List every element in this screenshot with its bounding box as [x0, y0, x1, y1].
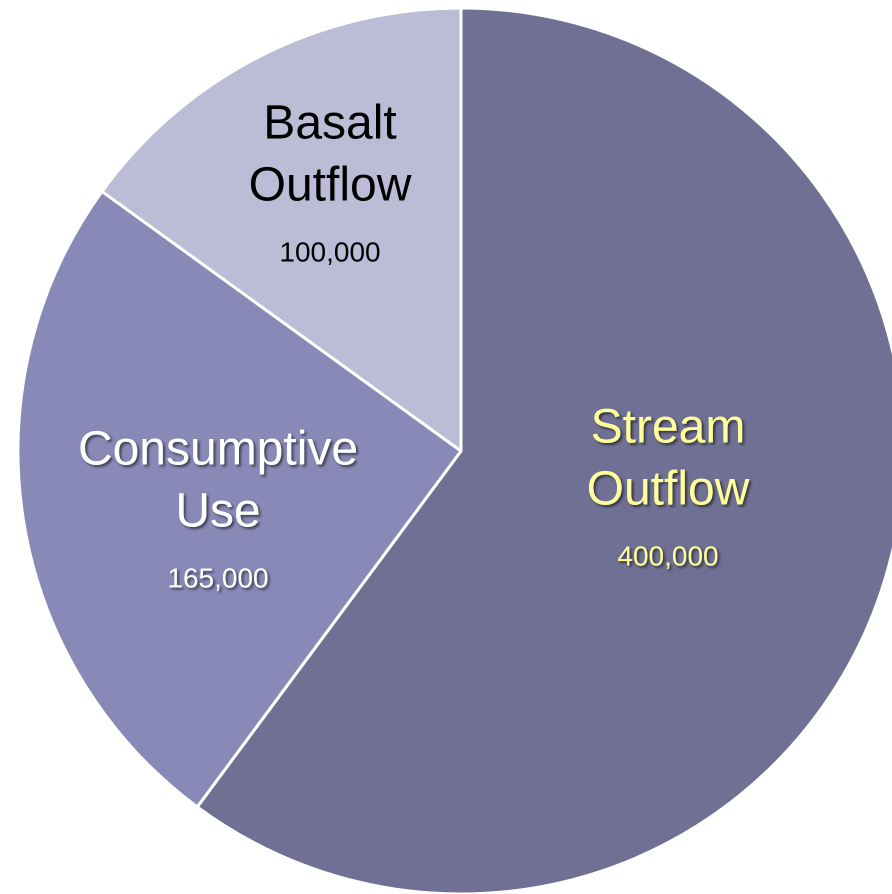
slice-name-basalt-outflow-line-1: Basalt — [263, 97, 396, 150]
slice-label-stream-outflow: Stream Outflow 400,000 — [587, 401, 750, 572]
slice-name-stream-outflow-line-1: Stream — [591, 401, 746, 454]
slice-name-consumptive-use-line-2: Use — [175, 485, 260, 538]
slice-value-consumptive-use: 165,000 — [167, 562, 268, 593]
pie-slices — [16, 6, 892, 894]
pie-slice-basalt-outflow — [100, 6, 463, 453]
slice-name-basalt-outflow-line-2: Outflow — [249, 159, 412, 212]
pie-slice-stream-outflow — [195, 6, 892, 894]
pie-labels: Stream Outflow 400,000 Consumptive Use 165,00… — [78, 97, 750, 594]
slice-value-stream-outflow: 400,000 — [617, 540, 718, 571]
slice-label-consumptive-use: Consumptive Use 165,000 — [78, 423, 358, 594]
slice-value-basalt-outflow: 100,000 — [279, 236, 380, 267]
slice-label-basalt-outflow: Basalt Outflow 100,000 — [249, 97, 412, 268]
slice-name-stream-outflow-line-2: Outflow — [587, 463, 750, 516]
pie-slice-consumptive-use — [16, 189, 463, 809]
slice-name-consumptive-use-line-1: Consumptive — [78, 423, 358, 476]
